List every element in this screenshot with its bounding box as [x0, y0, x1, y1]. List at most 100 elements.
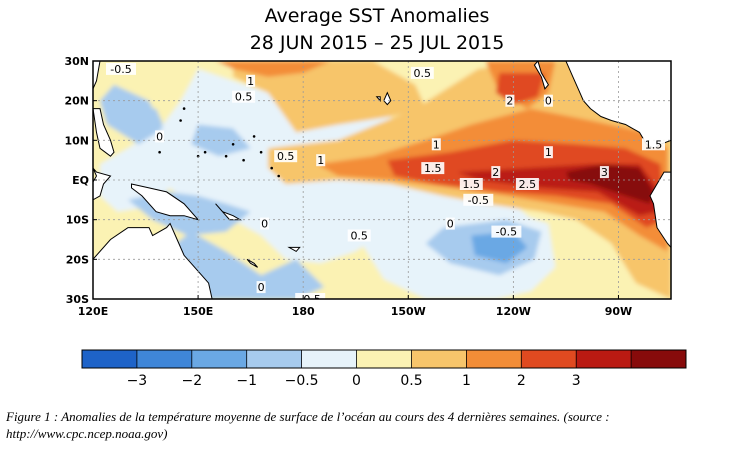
- y-tick-label-6: 30S: [66, 293, 89, 306]
- y-tick-label-0: 30N: [64, 55, 89, 68]
- map-gridlines: [93, 61, 671, 299]
- y-tick-label-2: 10N: [64, 134, 89, 147]
- x-tick-label-0: 120E: [78, 305, 108, 318]
- colorbar-bin-0: [82, 350, 137, 368]
- chart-title: Average SST Anomalies: [265, 5, 490, 27]
- colorbar-bin-4: [301, 350, 357, 368]
- colorbar-bin-10: [631, 350, 686, 368]
- contour-label-bg-1: [246, 74, 256, 87]
- contour-label-bg-12: [642, 138, 665, 151]
- contour-label-14: 1.5: [463, 178, 481, 191]
- island-1: [203, 150, 207, 154]
- sst-map: -0.5 1 0.5 0.5 0 0.5 2 0 1 1 1 1.5 1.5 2 1.5 2.5 3 -0.5 0 -…: [93, 61, 671, 306]
- contour-labels: -0.5 1 0.5 0.5 0 0.5 2 0 1 1 1 1.5 1.5 2 1.5 2.5 3 -0.5 0 -…: [106, 62, 665, 306]
- y-tick-label-4: 10S: [66, 214, 89, 227]
- landmass-12: [383, 91, 392, 106]
- contour-label-bg-13: [491, 166, 501, 179]
- contour-label-10: 1: [545, 146, 552, 159]
- landmass-4: [131, 183, 200, 221]
- contour-label-bg-21: [260, 217, 270, 230]
- anomaly-region-7: [233, 61, 426, 133]
- colorbar-label-4: 0: [352, 373, 361, 389]
- x-axis-ticks: 120E 150E 180 150W 120W 90W: [78, 295, 632, 318]
- colorbar-frame: [81, 349, 687, 369]
- landmass-6: [215, 203, 242, 221]
- anomaly-region-15: [565, 164, 654, 204]
- contour-label-21: 0: [261, 218, 268, 231]
- contour-label-22: 0: [258, 281, 265, 294]
- contour-label-bg-2: [232, 90, 256, 103]
- landmass-7: [246, 258, 258, 268]
- y-tick-label-3: EQ: [72, 174, 89, 187]
- landmass-1: [133, 61, 164, 62]
- colorbar-bin-8: [521, 350, 577, 368]
- colorbar-label-8: 3: [572, 373, 581, 389]
- contour-label-23: -0.5: [299, 293, 320, 306]
- contour-label-bg-5: [410, 66, 434, 79]
- island-7: [231, 143, 235, 146]
- contour-label-bg-7: [543, 94, 553, 107]
- contour-label-bg-23: [295, 293, 326, 299]
- x-tick-label-5: 90W: [605, 305, 632, 318]
- island-8: [252, 135, 256, 138]
- colorbar-bin-9: [576, 350, 632, 368]
- contour-label-5: 0.5: [414, 67, 432, 80]
- contour-label-13: 2: [492, 166, 499, 179]
- island-9: [179, 119, 182, 122]
- contour-label-16: 3: [601, 166, 608, 179]
- contour-label-17: -0.5: [468, 194, 489, 207]
- anomaly-region-20: [135, 108, 164, 129]
- contour-label-bg-20: [347, 229, 371, 242]
- landmass-13: [375, 96, 381, 103]
- contour-label-bg-18: [445, 217, 455, 230]
- sst-anomaly-chart: Average SST Anomalies 28 JUN 2015 – 25 J…: [64, 5, 687, 389]
- contour-label-bg-22: [256, 281, 266, 294]
- island-5: [270, 166, 274, 170]
- colorbar-label-0: −3: [127, 373, 148, 389]
- contour-label-bg-0: [106, 62, 136, 75]
- colorbar-bin-1: [136, 350, 192, 368]
- contour-label-12: 1.5: [645, 138, 663, 151]
- island-10: [182, 107, 186, 110]
- contour-label-bg-4: [155, 130, 165, 143]
- contour-label-bg-15: [515, 178, 539, 190]
- contour-label-bg-3: [274, 150, 298, 163]
- y-axis-ticks: 30N 20N 10N EQ 10S 20S 30S: [64, 55, 97, 306]
- contour-label-11: 1.5: [424, 162, 442, 175]
- island-3: [242, 158, 245, 162]
- contour-label-9: 1: [433, 138, 440, 151]
- colorbar-label-7: 2: [517, 373, 526, 389]
- anomaly-region-9: [215, 61, 332, 77]
- contour-label-bg-19: [491, 225, 522, 238]
- y-tick-label-5: 20S: [66, 253, 89, 266]
- landmass-2: [93, 108, 115, 157]
- colorbar-label-2: −1: [236, 373, 257, 389]
- contour-label-bg-9: [431, 138, 441, 151]
- landmass-10: [533, 61, 550, 90]
- x-tick-label-4: 120W: [496, 305, 531, 318]
- landmass-0: [93, 61, 101, 90]
- anomaly-region-4: [100, 84, 164, 145]
- contour-label-15: 2.5: [519, 178, 537, 191]
- chart-subtitle: 28 JUN 2015 – 25 JUL 2015: [250, 32, 505, 54]
- contour-label-8: 1: [317, 154, 324, 167]
- colorbar-label-6: 1: [462, 373, 471, 389]
- contour-label-20: 0.5: [350, 230, 368, 243]
- anomaly-region-19: [471, 231, 528, 264]
- landmass-5: [93, 222, 213, 299]
- colorbar-label-1: −2: [181, 373, 202, 389]
- contour-label-0: -0.5: [110, 63, 131, 76]
- contour-label-19: -0.5: [496, 226, 517, 239]
- colorbar-label-3: −0.5: [285, 373, 319, 389]
- contour-label-bg-10: [543, 146, 553, 159]
- contour-label-bg-6: [505, 94, 515, 107]
- colorbar-bin-6: [411, 350, 467, 368]
- landmass-8: [287, 246, 301, 253]
- figure-caption: Figure 1 : Anomalies de la température m…: [6, 409, 610, 441]
- colorbar-bin-3: [246, 350, 302, 368]
- contour-label-bg-14: [459, 178, 483, 190]
- contour-label-2: 0.5: [235, 91, 253, 104]
- colorbar-bin-7: [466, 350, 522, 368]
- contour-label-bg-11: [421, 162, 445, 175]
